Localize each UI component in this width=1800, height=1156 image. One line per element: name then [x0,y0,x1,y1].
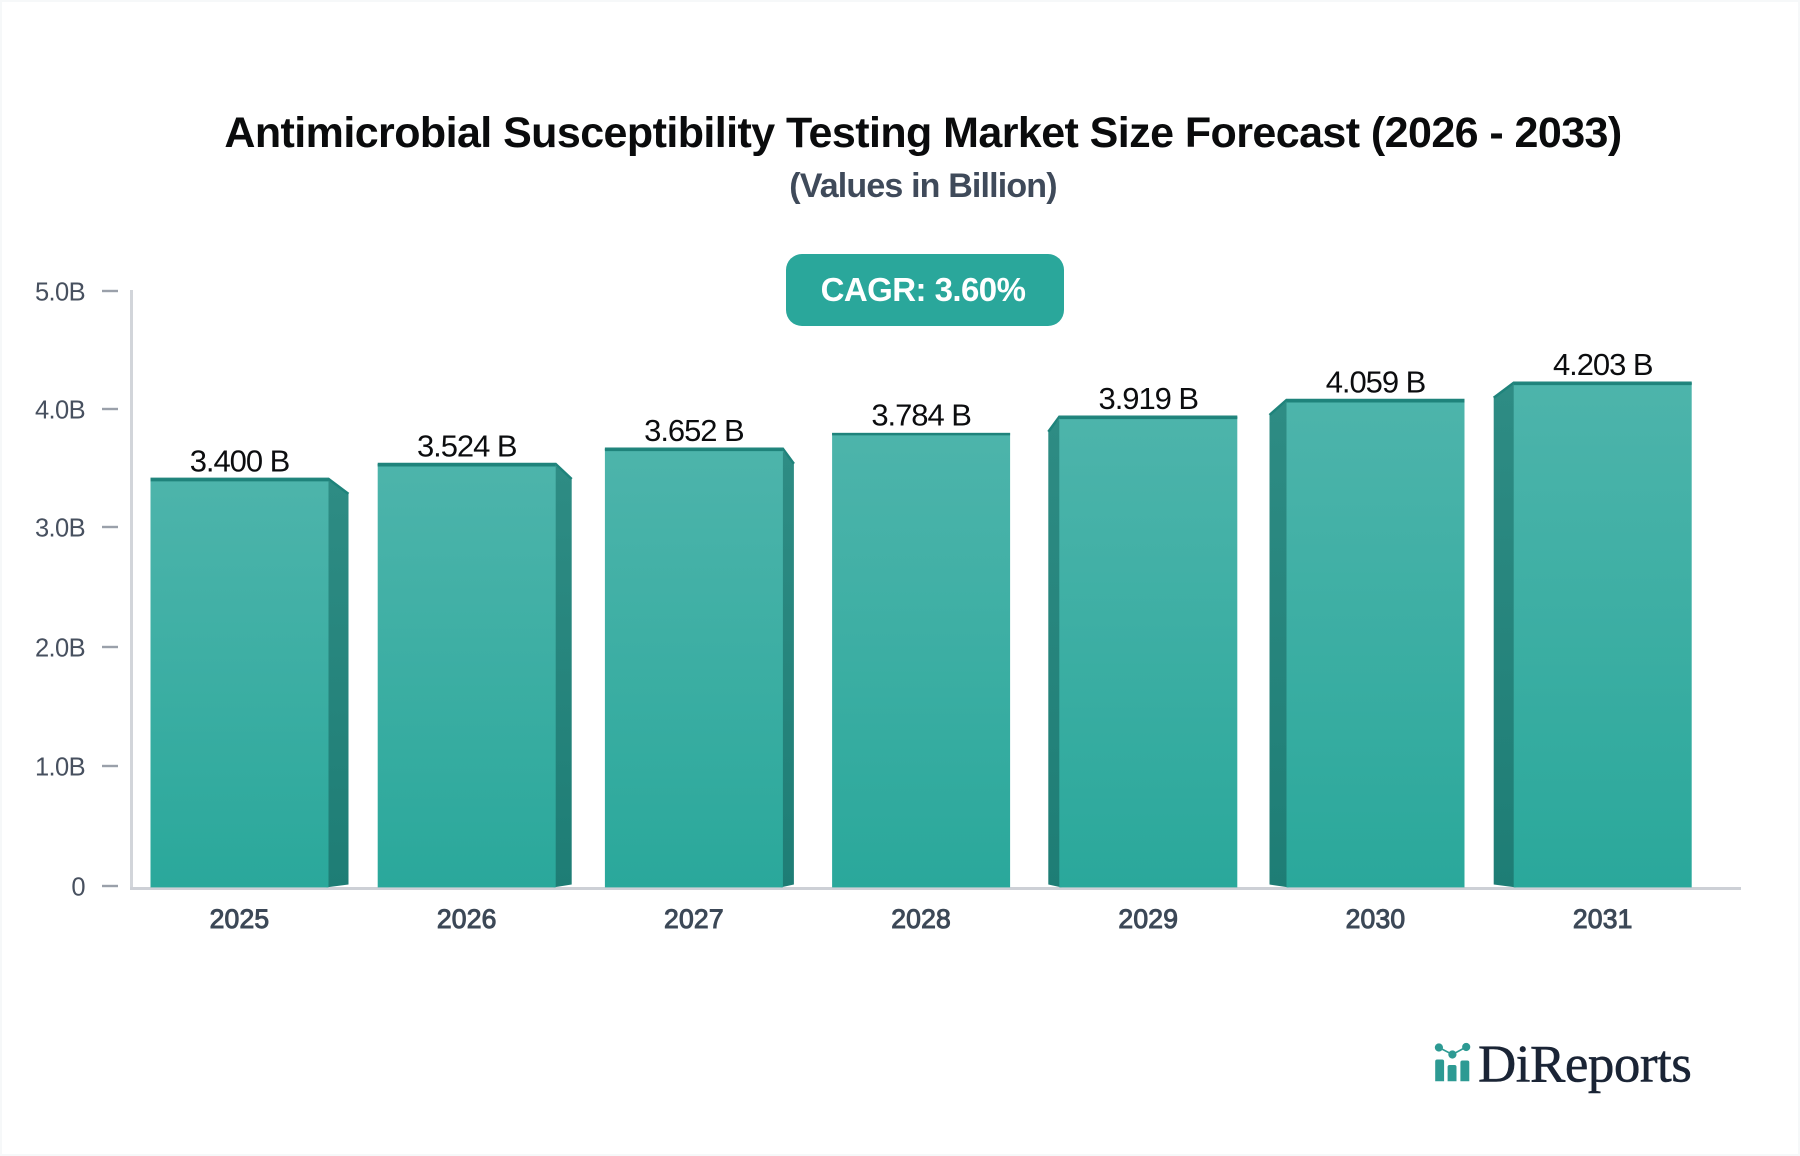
svg-text:5.0B: 5.0B [35,278,85,306]
svg-text:DiReports: DiReports [1478,1035,1691,1093]
svg-text:2029: 2029 [1118,904,1178,934]
svg-text:2028: 2028 [891,904,951,934]
svg-text:CAGR: 3.60%: CAGR: 3.60% [821,271,1026,308]
svg-text:3.784 B: 3.784 B [871,397,971,432]
svg-text:2027: 2027 [664,904,724,934]
svg-text:(Values in Billion): (Values in Billion) [789,167,1056,205]
svg-text:2.0B: 2.0B [35,634,85,662]
svg-text:4.203 B: 4.203 B [1553,347,1653,382]
svg-text:2026: 2026 [437,904,497,934]
svg-text:2031: 2031 [1573,904,1633,934]
svg-text:Antimicrobial Susceptibility T: Antimicrobial Susceptibility Testing Mar… [224,109,1621,157]
svg-text:3.652 B: 3.652 B [644,413,744,448]
svg-text:3.400 B: 3.400 B [190,443,290,478]
svg-text:3.919 B: 3.919 B [1099,381,1199,416]
svg-text:3.524 B: 3.524 B [417,429,517,464]
svg-text:4.0B: 4.0B [35,396,85,424]
svg-text:2030: 2030 [1346,904,1406,934]
svg-text:2025: 2025 [210,904,270,934]
svg-text:3.0B: 3.0B [35,514,85,542]
svg-text:1.0B: 1.0B [35,753,85,781]
svg-text:4.059 B: 4.059 B [1326,365,1426,400]
svg-text:0: 0 [71,873,85,901]
